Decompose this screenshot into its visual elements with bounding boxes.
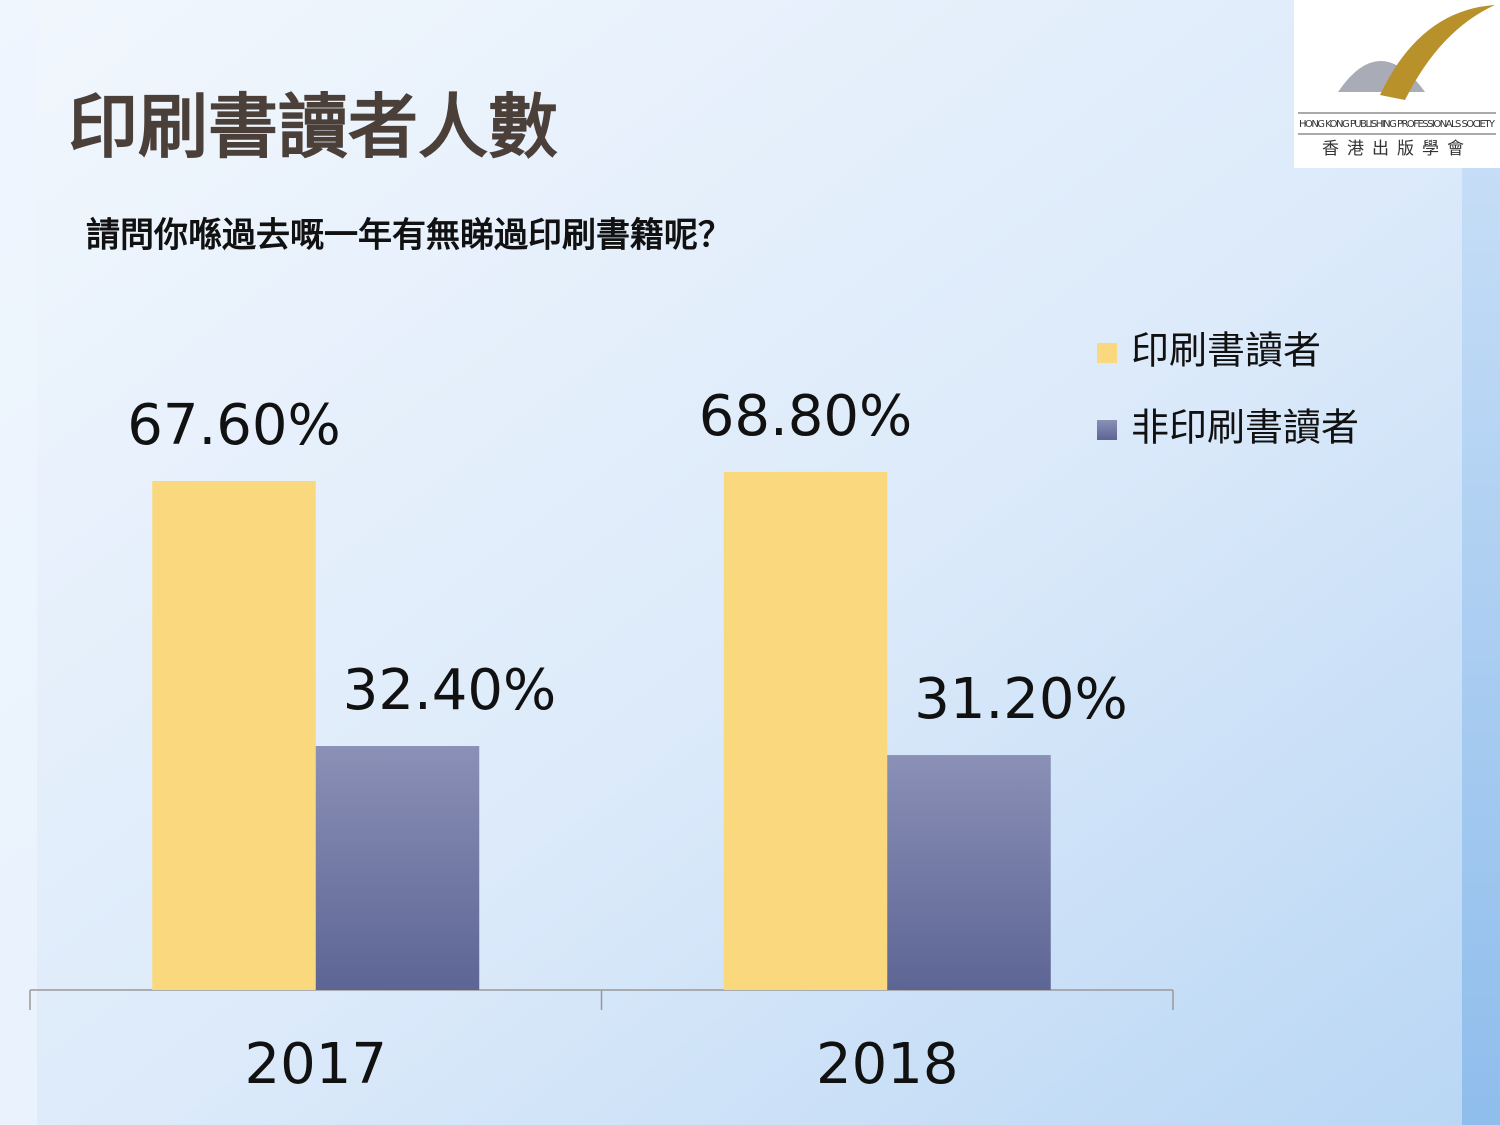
- data-label: 67.60%: [127, 393, 341, 458]
- bar: [152, 480, 316, 990]
- left-strip: [0, 0, 37, 1125]
- bar: [887, 755, 1051, 990]
- legend-swatch: [1097, 343, 1117, 363]
- right-strip: [1462, 0, 1500, 1125]
- data-label: 32.40%: [343, 658, 557, 723]
- logo-name-zh: 香港出版學會: [1322, 139, 1472, 159]
- data-label: 31.20%: [914, 667, 1128, 732]
- bar: [315, 746, 480, 990]
- bar: [723, 471, 888, 990]
- legend-label: 非印刷書讀者: [1131, 406, 1359, 450]
- chart-subtitle: 請問你喺過去嘅一年有無睇過印刷書籍呢？: [86, 216, 732, 256]
- x-tick-label: 2018: [816, 1032, 959, 1097]
- logo-swoosh: [1380, 5, 1495, 100]
- logo-name-en: HONG KONG PUBLISHING PROFESSIONALS SOCIE…: [1299, 119, 1496, 130]
- x-tick-label: 2017: [244, 1032, 387, 1097]
- data-label: 68.80%: [699, 384, 913, 449]
- legend-label: 印刷書讀者: [1131, 329, 1321, 373]
- legend-swatch: [1097, 420, 1117, 440]
- logo: HONG KONG PUBLISHING PROFESSIONALS SOCIE…: [1294, 0, 1500, 168]
- chart-title: 印刷書讀者人數: [68, 86, 558, 168]
